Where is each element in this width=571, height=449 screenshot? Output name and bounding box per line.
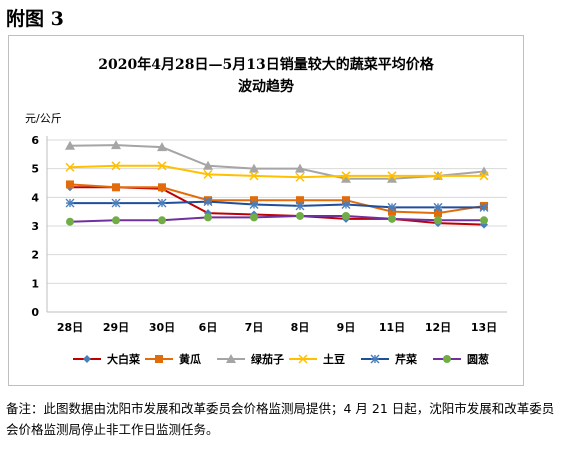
data-point (65, 162, 75, 172)
data-point (66, 180, 74, 189)
data-point (65, 198, 75, 208)
chart-container: 2020年4月28日—5月13日销量较大的蔬菜平均价格 波动趋势 元/公斤 0 1… (8, 35, 524, 386)
x-tick-label: 9日 (337, 321, 356, 334)
data-point (203, 160, 213, 170)
data-point (249, 171, 259, 181)
data-point (111, 198, 121, 208)
data-point (111, 140, 121, 150)
data-point (295, 201, 305, 211)
data-point (387, 202, 397, 212)
x-tick-label: 29日 (103, 321, 129, 334)
x-tick-label: 11日 (379, 321, 405, 334)
x-tick-label: 8日 (291, 321, 310, 334)
legend-label: 绿茄子 (251, 352, 284, 366)
x-tick-label: 28日 (57, 321, 83, 334)
legend-marker (443, 355, 451, 363)
legend-marker (370, 354, 380, 364)
data-point (479, 171, 489, 181)
y-axis-unit-label: 元/公斤 (25, 112, 62, 125)
legend-marker (155, 355, 163, 363)
data-point (479, 202, 489, 212)
y-tick-label: 5 (31, 163, 39, 176)
data-point (295, 163, 305, 173)
legend-marker (298, 354, 308, 364)
data-point (158, 183, 166, 192)
data-point (249, 200, 259, 209)
series-line-5 (70, 200, 484, 209)
data-point (250, 213, 258, 222)
data-point (112, 183, 120, 192)
y-tick-label: 4 (31, 191, 39, 204)
data-point (296, 196, 304, 205)
x-tick-label: 30日 (149, 321, 175, 334)
x-tick-label: 13日 (471, 321, 497, 334)
series-line-6 (69, 214, 484, 223)
y-tick-label: 2 (31, 249, 39, 262)
data-point (203, 169, 213, 179)
data-point (295, 172, 305, 182)
data-point (433, 202, 443, 212)
chart-subtitle: 波动趋势 (238, 79, 294, 95)
legend-marker (83, 355, 91, 363)
data-point (388, 214, 396, 223)
data-point (433, 171, 443, 181)
data-point (65, 140, 75, 150)
data-point (480, 216, 488, 225)
legend-label: 土豆 (323, 352, 345, 366)
data-point (157, 142, 167, 152)
data-point (157, 161, 167, 171)
x-tick-label: 7日 (245, 321, 264, 334)
data-point (204, 213, 212, 222)
series-line-2 (69, 183, 485, 215)
data-point (341, 173, 351, 183)
data-point (112, 216, 120, 225)
data-point (434, 209, 442, 218)
data-point (342, 211, 350, 220)
data-point (341, 200, 351, 209)
footnote: 备注：此图数据由沈阳市发展和改革委员会价格监测局提供；4 月 21 日起，沈阳市… (6, 401, 555, 437)
data-point (157, 198, 167, 208)
legend-marker (226, 354, 236, 363)
legend-label: 圆葱 (467, 352, 489, 366)
data-point (387, 171, 397, 181)
data-point (388, 207, 396, 216)
data-point (387, 173, 397, 183)
data-point (158, 216, 166, 225)
data-point (66, 217, 74, 226)
figure-label: 附图 3 (6, 8, 64, 30)
series-line-4 (69, 164, 484, 179)
x-tick-label: 6日 (199, 321, 218, 334)
data-point (111, 161, 121, 171)
x-tick-label: 12日 (425, 321, 451, 334)
series-line-3 (69, 144, 485, 180)
y-tick-label: 6 (31, 134, 39, 147)
legend-label: 大白菜 (107, 352, 141, 366)
y-tick-label: 3 (31, 220, 39, 233)
chart-title: 2020年4月28日—5月13日销量较大的蔬菜平均价格 (98, 57, 434, 73)
y-tick-label: 1 (31, 277, 39, 290)
data-point (434, 216, 442, 225)
data-point (250, 196, 258, 205)
y-tick-label: 0 (31, 306, 39, 319)
data-point (342, 196, 350, 205)
legend-label: 黄瓜 (179, 352, 201, 366)
data-point (341, 171, 351, 181)
legend-label: 芹菜 (395, 352, 418, 366)
data-point (249, 163, 259, 173)
data-point (296, 211, 304, 220)
data-point (203, 197, 213, 207)
